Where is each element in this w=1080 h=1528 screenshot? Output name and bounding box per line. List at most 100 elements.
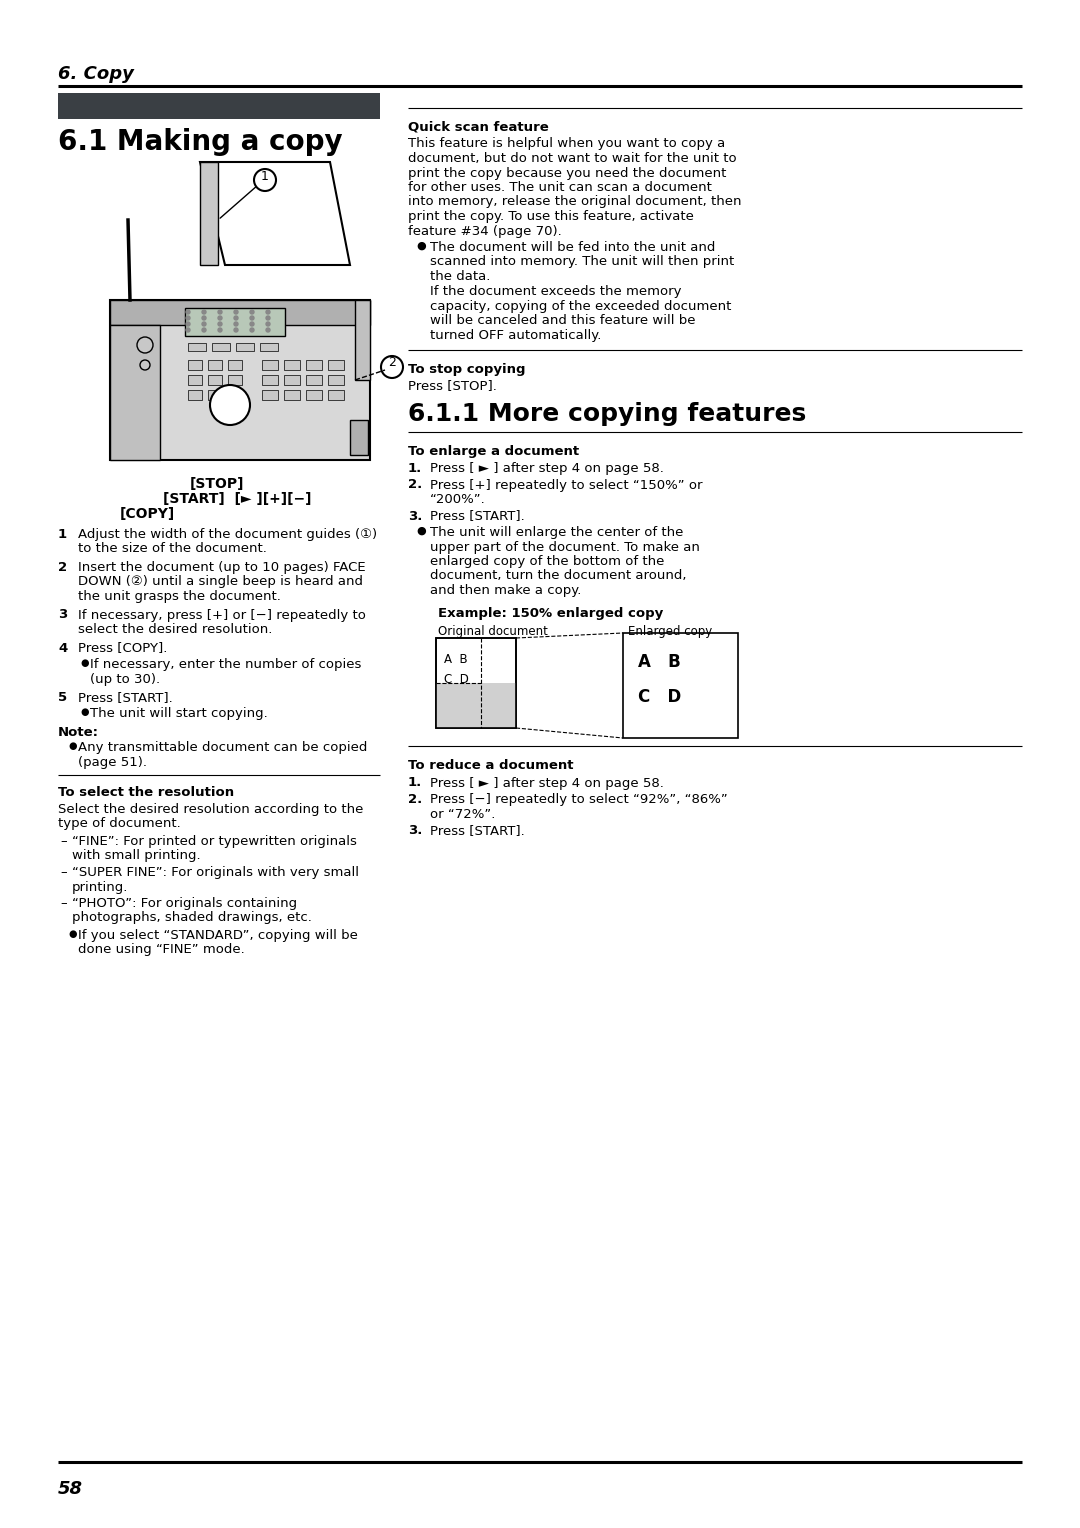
Bar [208,374,222,385]
Text: (page 51).: (page 51). [78,756,147,769]
Bar [237,342,254,351]
Circle shape [218,316,222,319]
Text: 1: 1 [261,170,269,182]
Text: A  B: A B [444,652,468,666]
Text: 6.1 Making a copy: 6.1 Making a copy [58,128,342,156]
Polygon shape [200,162,218,264]
Bar [350,420,368,455]
Circle shape [202,316,206,319]
Text: 6. Copy: 6. Copy [58,66,134,83]
Bar [188,374,202,385]
Text: Press [−] repeatedly to select “92%”, “86%”: Press [−] repeatedly to select “92%”, “8… [430,793,728,805]
Text: printing.: printing. [72,880,129,894]
Text: –: – [60,866,67,879]
Text: To reduce a document: To reduce a document [408,759,573,772]
Text: with small printing.: with small printing. [72,850,201,862]
Bar [436,683,516,727]
Text: 5: 5 [58,691,67,704]
Bar [436,639,516,727]
Text: Press [START].: Press [START]. [430,509,525,523]
Text: (up to 30).: (up to 30). [90,672,160,686]
Text: A   B: A B [638,652,680,671]
Circle shape [234,316,238,319]
Text: the data.: the data. [430,270,490,283]
Circle shape [202,329,206,332]
Bar [262,390,278,400]
Bar [188,361,202,370]
Text: C  D: C D [444,672,469,686]
Text: C   D: C D [638,688,681,706]
Text: The unit will start copying.: The unit will start copying. [90,707,268,721]
Circle shape [249,322,254,325]
Circle shape [186,329,190,332]
Bar [58,93,380,119]
Bar [623,633,738,738]
Text: Press [ ► ] after step 4 on page 58.: Press [ ► ] after step 4 on page 58. [430,461,664,475]
Text: ●: ● [416,526,426,536]
Circle shape [137,338,153,353]
Text: 2.: 2. [408,478,422,492]
Circle shape [234,310,238,313]
Bar [306,361,322,370]
Circle shape [266,316,270,319]
Text: [START]  [► ][+][−]: [START] [► ][+][−] [163,492,311,506]
Text: for other uses. The unit can scan a document: for other uses. The unit can scan a docu… [408,180,712,194]
Circle shape [254,170,276,191]
Text: Insert the document (up to 10 pages) FACE: Insert the document (up to 10 pages) FAC… [78,561,366,575]
Bar [228,361,242,370]
Text: Press [ ► ] after step 4 on page 58.: Press [ ► ] after step 4 on page 58. [430,776,664,790]
Text: ●: ● [80,707,89,718]
Text: Original document: Original document [438,625,548,639]
Circle shape [266,322,270,325]
Bar [212,342,230,351]
Text: –: – [60,897,67,911]
Circle shape [266,310,270,313]
Text: “PHOTO”: For originals containing: “PHOTO”: For originals containing [72,897,297,911]
Text: the unit grasps the document.: the unit grasps the document. [78,590,281,604]
Text: Press [START].: Press [START]. [78,691,173,704]
Bar [110,299,370,460]
Circle shape [218,329,222,332]
Text: Any transmittable document can be copied: Any transmittable document can be copied [78,741,367,755]
Bar [284,361,300,370]
Text: print the copy because you need the document: print the copy because you need the docu… [408,167,727,179]
Text: Note:: Note: [58,726,99,740]
Circle shape [266,329,270,332]
Text: ●: ● [68,741,77,752]
Text: 1.: 1. [408,461,422,475]
Circle shape [218,310,222,313]
Text: upper part of the document. To make an: upper part of the document. To make an [430,541,700,553]
Bar [188,342,206,351]
Text: Press [COPY].: Press [COPY]. [78,642,167,654]
Bar [436,639,516,727]
Text: 3: 3 [58,608,67,622]
Text: If necessary, press [+] or [−] repeatedly to: If necessary, press [+] or [−] repeatedl… [78,608,366,622]
Circle shape [234,329,238,332]
Text: This feature is helpful when you want to copy a: This feature is helpful when you want to… [408,138,726,150]
Text: To stop copying: To stop copying [408,362,526,376]
Circle shape [186,310,190,313]
Circle shape [381,356,403,377]
Bar [228,390,242,400]
Bar [328,361,345,370]
Text: and then make a copy.: and then make a copy. [430,584,581,597]
Text: –: – [60,834,67,848]
Text: 2.: 2. [408,793,422,805]
Text: scanned into memory. The unit will then print: scanned into memory. The unit will then … [430,255,734,269]
Text: ●: ● [68,929,77,940]
Text: 4: 4 [58,642,67,654]
Bar [284,390,300,400]
Text: print the copy. To use this feature, activate: print the copy. To use this feature, act… [408,209,693,223]
Text: turned OFF automatically.: turned OFF automatically. [430,329,602,342]
Text: enlarged copy of the bottom of the: enlarged copy of the bottom of the [430,555,664,568]
Bar [188,390,202,400]
Text: 58: 58 [58,1481,83,1497]
Circle shape [202,310,206,313]
Text: document, turn the document around,: document, turn the document around, [430,570,687,582]
Text: To select the resolution: To select the resolution [58,787,234,799]
Text: Select the desired resolution according to the: Select the desired resolution according … [58,804,363,816]
Text: If necessary, enter the number of copies: If necessary, enter the number of copies [90,659,362,671]
Text: or “72%”.: or “72%”. [430,807,496,821]
Text: select the desired resolution.: select the desired resolution. [78,623,272,636]
Text: 2: 2 [58,561,67,575]
